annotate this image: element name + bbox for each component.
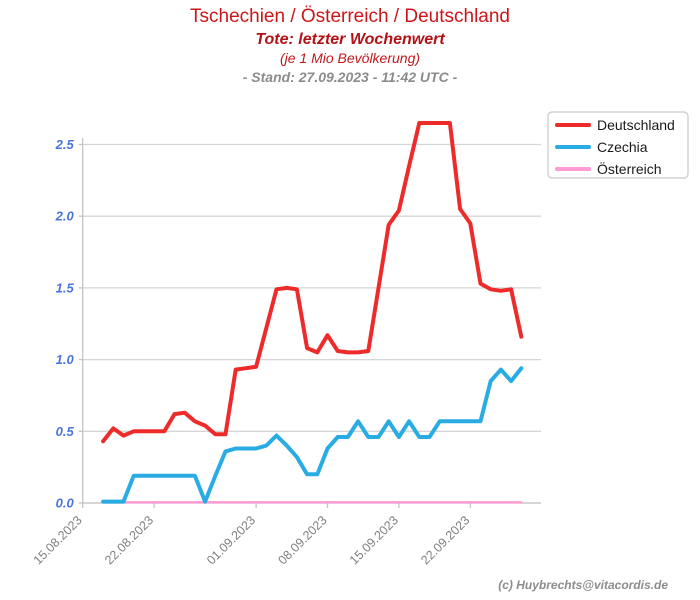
- page-title: Tschechien / Österreich / Deutschland: [190, 6, 510, 27]
- y-tick-label: 2.0: [55, 209, 75, 224]
- series-line-deutschland: [101, 121, 524, 444]
- x-tick-label: 01.09.2023: [204, 513, 258, 567]
- chart-timestamp: - Stand: 27.09.2023 - 11:42 UTC -: [243, 69, 458, 85]
- y-tick-label: 2.5: [55, 137, 75, 152]
- legend-box: [547, 111, 689, 179]
- chart-subtitle-units: (je 1 Mio Bevölkerung): [280, 50, 420, 66]
- legend-label: Czechia: [597, 139, 648, 155]
- legend-label: Deutschland: [597, 117, 675, 133]
- credit-text: (c) Huybrechts@vitacordis.de: [498, 578, 668, 592]
- x-tick-label: 15.09.2023: [347, 513, 401, 567]
- axes: [78, 138, 541, 508]
- y-tick-label: 0.5: [56, 424, 75, 439]
- x-tick-label: 15.08.2023: [31, 513, 85, 567]
- series-line-czechia: [101, 366, 524, 504]
- y-tick-label: 0.0: [56, 496, 75, 511]
- y-tick-label: 1.0: [56, 352, 75, 367]
- gridlines: [82, 143, 541, 504]
- series-lines: [101, 121, 524, 504]
- x-tick-label: 22.09.2023: [418, 513, 472, 567]
- legend-label: Österreich: [597, 160, 662, 177]
- y-tick-label: 1.5: [56, 280, 75, 295]
- legend: Deutschland Czechia Österreich: [547, 111, 689, 179]
- chart-subtitle: Tote: letzter Wochenwert: [255, 31, 445, 48]
- x-tick-label: 08.09.2023: [275, 513, 329, 567]
- x-tick-label: 22.08.2023: [102, 513, 156, 567]
